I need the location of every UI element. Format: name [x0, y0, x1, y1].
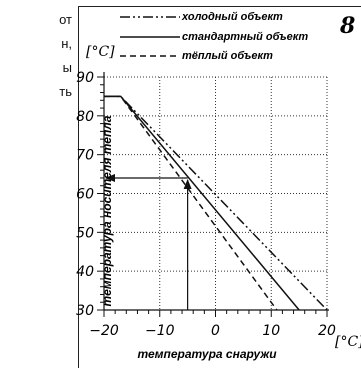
x-unit-label: [°C] [335, 334, 361, 350]
y-unit-label: [°C] [86, 44, 115, 60]
x-axis-title: температура снаружи [137, 347, 277, 361]
axis-ticks: −20 −10 0 10 20 30 40 50 60 70 80 90 [76, 70, 336, 339]
series-line-warm [104, 95, 278, 311]
x-tick-label: −10 [145, 323, 175, 339]
legend-label-standard: стандартный объект [182, 31, 308, 43]
left-text-line: н, [61, 36, 72, 51]
y-axis-title: температура носителя тепла [100, 115, 114, 306]
figure-number: 8 [339, 13, 355, 39]
left-text-line: ы [62, 60, 72, 75]
y-tick-label: 50 [76, 225, 94, 241]
series-line-standard [104, 95, 300, 311]
y-tick-label: 80 [76, 109, 94, 125]
y-tick-label: 40 [76, 264, 94, 280]
x-tick-label: 10 [262, 323, 280, 339]
x-tick-label: 20 [318, 323, 336, 339]
legend-label-warm: тёплый объект [182, 50, 273, 62]
y-tick-label: 60 [76, 187, 94, 203]
legend: холодный объект стандартный объект тёплы… [120, 11, 308, 62]
y-tick-label: 90 [76, 70, 94, 86]
left-text-line: от [59, 12, 72, 27]
legend-label-cold: холодный объект [181, 11, 283, 23]
left-text-line: ть [59, 84, 72, 99]
series-lines [104, 95, 328, 311]
figure-frame [78, 6, 361, 368]
y-tick-label: 70 [76, 148, 94, 164]
y-tick-label: 30 [76, 303, 94, 319]
annotation-arrows [105, 173, 192, 310]
x-tick-label: −20 [89, 323, 119, 339]
x-tick-label: 0 [211, 323, 220, 339]
left-column-text: от н, ы ть [0, 8, 72, 104]
plot-area [103, 72, 329, 311]
